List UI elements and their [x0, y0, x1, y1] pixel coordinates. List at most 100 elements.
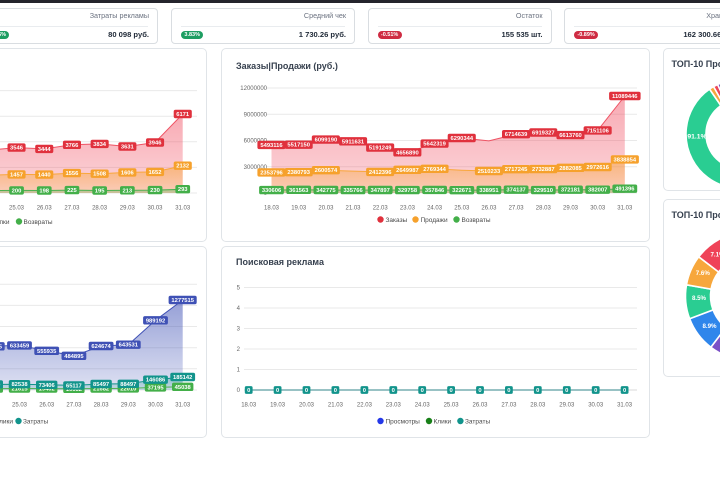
svg-text:146086: 146086: [146, 378, 166, 384]
svg-text:29.03: 29.03: [121, 403, 137, 409]
svg-text:11089446: 11089446: [612, 94, 638, 100]
svg-text:25.03: 25.03: [444, 403, 460, 409]
svg-text:2353796: 2353796: [260, 170, 283, 176]
svg-text:0: 0: [507, 388, 510, 394]
svg-text:347897: 347897: [371, 188, 390, 194]
svg-text:3766: 3766: [65, 143, 79, 149]
svg-text:3: 3: [237, 327, 241, 333]
svg-text:0: 0: [305, 388, 308, 394]
svg-text:8.5%: 8.5%: [692, 295, 707, 302]
svg-text:230: 230: [150, 188, 160, 194]
svg-text:6000000: 6000000: [244, 139, 268, 145]
svg-text:3000000: 3000000: [244, 165, 268, 171]
svg-text:18.03: 18.03: [241, 403, 257, 409]
svg-text:5493116: 5493116: [260, 143, 283, 149]
svg-text:Выкупки: Выкупки: [0, 219, 10, 226]
svg-text:30.03: 30.03: [148, 403, 164, 409]
svg-text:200: 200: [12, 188, 22, 194]
svg-text:3546: 3546: [10, 146, 24, 152]
svg-text:31.03: 31.03: [175, 403, 191, 409]
svg-text:0: 0: [449, 388, 452, 394]
svg-text:6290344: 6290344: [451, 136, 474, 142]
svg-text:45038: 45038: [175, 385, 192, 391]
svg-text:5191249: 5191249: [369, 146, 392, 152]
svg-text:374137: 374137: [506, 188, 525, 194]
svg-text:1457: 1457: [10, 172, 23, 178]
svg-text:2972616: 2972616: [586, 165, 609, 171]
svg-text:82538: 82538: [11, 382, 28, 388]
svg-text:342775: 342775: [316, 188, 336, 194]
svg-text:26.03: 26.03: [481, 206, 497, 212]
svg-text:185142: 185142: [173, 375, 192, 381]
svg-text:2380793: 2380793: [287, 170, 310, 176]
svg-text:85497: 85497: [93, 382, 109, 388]
svg-text:382007: 382007: [588, 188, 607, 194]
svg-text:357846: 357846: [425, 188, 445, 194]
svg-text:Клики: Клики: [434, 419, 452, 426]
svg-text:0: 0: [237, 388, 241, 394]
svg-text:643531: 643531: [119, 343, 139, 349]
svg-text:1556: 1556: [65, 171, 79, 177]
svg-text:213: 213: [122, 188, 132, 194]
svg-text:18.03: 18.03: [264, 206, 280, 212]
svg-text:338951: 338951: [479, 188, 499, 194]
svg-text:2510233: 2510233: [478, 169, 501, 175]
svg-text:329510: 329510: [534, 188, 553, 194]
svg-text:19.03: 19.03: [291, 206, 307, 212]
svg-text:31.03: 31.03: [617, 206, 633, 212]
svg-text:0: 0: [623, 388, 626, 394]
svg-text:1606: 1606: [121, 170, 135, 176]
svg-text:2649987: 2649987: [396, 168, 419, 174]
svg-text:16682: 16682: [66, 387, 82, 393]
svg-text:0: 0: [392, 388, 395, 394]
svg-text:24.03: 24.03: [415, 403, 431, 409]
svg-text:2769344: 2769344: [423, 167, 446, 173]
svg-text:0: 0: [536, 388, 539, 394]
svg-text:27.03: 27.03: [66, 403, 82, 409]
svg-text:5: 5: [237, 286, 241, 292]
svg-text:25.03: 25.03: [12, 403, 28, 409]
svg-text:989192: 989192: [146, 318, 165, 324]
svg-text:6714639: 6714639: [505, 132, 528, 138]
svg-text:22.03: 22.03: [357, 403, 373, 409]
svg-text:Возвраты: Возвраты: [462, 217, 491, 224]
svg-text:329758: 329758: [398, 188, 418, 194]
svg-text:26.03: 26.03: [472, 403, 488, 409]
svg-text:2600574: 2600574: [315, 168, 338, 174]
svg-text:19.03: 19.03: [270, 403, 286, 409]
svg-text:620815: 620815: [0, 344, 3, 350]
svg-text:37195: 37195: [147, 385, 164, 391]
svg-text:26.03: 26.03: [39, 403, 55, 409]
svg-text:2717245: 2717245: [505, 167, 528, 173]
svg-text:0: 0: [421, 388, 424, 394]
svg-text:2: 2: [237, 347, 241, 353]
svg-text:27.03: 27.03: [501, 403, 517, 409]
svg-text:633459: 633459: [10, 343, 30, 349]
svg-text:491396: 491396: [615, 187, 635, 193]
svg-text:2882085: 2882085: [559, 166, 582, 172]
svg-text:29.03: 29.03: [563, 206, 579, 212]
svg-text:73406: 73406: [39, 383, 56, 389]
svg-text:31.03: 31.03: [617, 403, 633, 409]
svg-text:5911631: 5911631: [342, 139, 365, 145]
svg-text:0: 0: [594, 388, 597, 394]
svg-text:23.03: 23.03: [400, 206, 416, 212]
svg-text:0: 0: [363, 388, 366, 394]
svg-text:293: 293: [178, 187, 188, 193]
svg-text:335766: 335766: [343, 188, 363, 194]
svg-text:23.03: 23.03: [386, 403, 402, 409]
svg-text:6613760: 6613760: [559, 133, 582, 139]
svg-text:330606: 330606: [262, 188, 282, 194]
svg-text:3834: 3834: [93, 142, 107, 148]
svg-text:225: 225: [67, 188, 77, 194]
svg-text:8.9%: 8.9%: [702, 323, 717, 330]
svg-text:28.03: 28.03: [92, 206, 108, 212]
svg-text:27.03: 27.03: [64, 206, 80, 212]
svg-text:2412396: 2412396: [369, 170, 392, 176]
svg-text:1652: 1652: [149, 170, 162, 176]
svg-text:3631: 3631: [121, 145, 135, 151]
svg-text:3838854: 3838854: [614, 157, 637, 163]
svg-text:25.03: 25.03: [454, 206, 470, 212]
svg-text:19402: 19402: [39, 387, 55, 393]
svg-text:7151106: 7151106: [587, 128, 610, 134]
